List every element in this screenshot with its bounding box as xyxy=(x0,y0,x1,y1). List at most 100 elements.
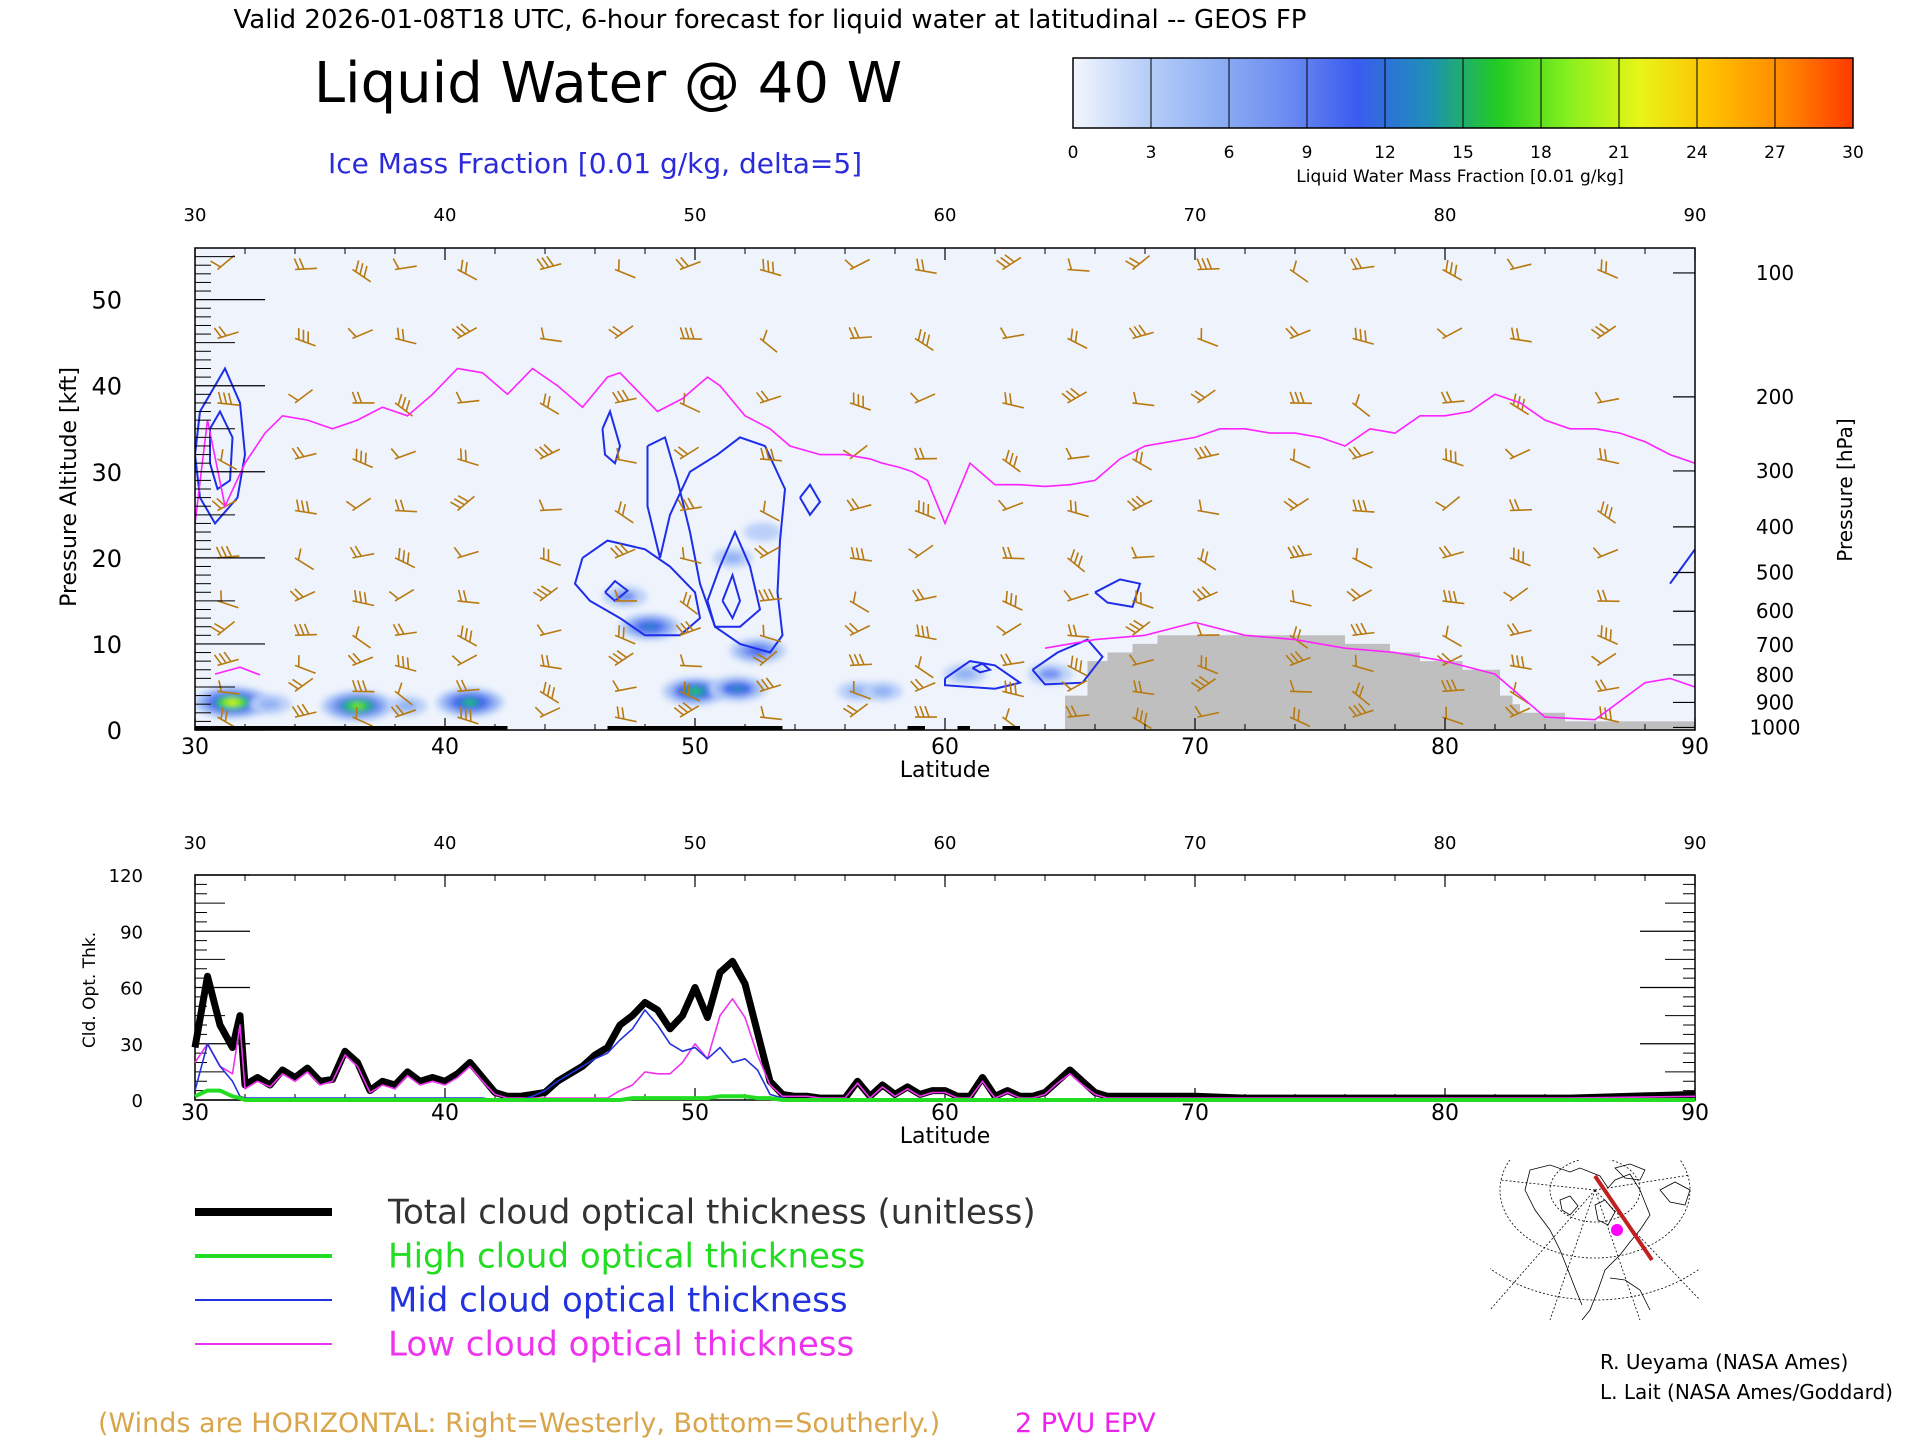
wind-barb xyxy=(1351,682,1371,706)
wind-barb xyxy=(842,703,869,718)
opt-x-tick-label: 50 xyxy=(681,1101,709,1126)
wind-barb xyxy=(1125,255,1151,271)
wind-barb xyxy=(1289,680,1313,693)
wind-barb xyxy=(1503,587,1529,602)
opt-x-tick-label: 40 xyxy=(431,1101,459,1126)
opt-x-tick-label: 90 xyxy=(1681,1101,1709,1126)
wind-barb xyxy=(1442,706,1464,726)
legend-label-mid: Mid cloud optical thickness xyxy=(388,1281,848,1321)
wind-barb xyxy=(1597,501,1616,524)
wind-barb xyxy=(675,256,701,271)
wind-barb xyxy=(394,682,413,706)
wind-barb xyxy=(288,677,314,692)
pressure-tick-label: 200 xyxy=(1756,385,1794,409)
wind-barb xyxy=(752,650,778,667)
wind-barb xyxy=(612,680,637,693)
wind-barb xyxy=(759,500,780,522)
wind-barb xyxy=(1287,544,1312,559)
colorbar-tick-label: 27 xyxy=(1764,143,1786,163)
wind-barb xyxy=(1061,679,1088,692)
opt-y-axis-label: Cld. Opt. Thk. xyxy=(80,932,100,1048)
wind-barb xyxy=(1126,495,1153,512)
wind-barb xyxy=(614,706,637,723)
wind-barb xyxy=(1352,654,1374,673)
valid-time-line: Valid 2026-01-08T18 UTC, 6-hour forecast… xyxy=(234,5,1307,35)
wind-barb xyxy=(1197,548,1217,571)
liquid-water-blob xyxy=(435,687,505,718)
wind-barb xyxy=(1352,393,1371,418)
wind-barb xyxy=(849,546,872,562)
wind-barb xyxy=(1194,445,1220,460)
wind-barb xyxy=(758,588,782,602)
wind-barb xyxy=(217,590,239,609)
colorbar-tick-label: 12 xyxy=(1374,143,1396,163)
opt-x-tick-label: 60 xyxy=(931,1101,959,1126)
wind-barb xyxy=(1442,448,1464,467)
wind-barb xyxy=(294,328,316,347)
x-top-tick-label: 50 xyxy=(684,205,707,226)
wind-barb xyxy=(914,328,934,352)
wind-barb xyxy=(352,260,372,283)
wind-barb xyxy=(1506,623,1532,637)
wind-barb xyxy=(1509,681,1529,704)
wind-barb xyxy=(910,678,936,693)
wind-barb xyxy=(1590,323,1617,340)
wind-barb xyxy=(1438,545,1464,559)
legend: Total cloud optical thickness (unitless)… xyxy=(195,1193,1036,1365)
opt-y-tick-label: 30 xyxy=(120,1035,143,1056)
wind-barb xyxy=(1352,548,1373,569)
wind-barb xyxy=(1591,652,1617,667)
wind-barb xyxy=(1504,448,1531,460)
wind-barb xyxy=(675,621,701,637)
series-low-line xyxy=(194,998,1696,1099)
wind-barb xyxy=(539,327,562,343)
x-tick-label: 50 xyxy=(681,735,709,760)
wind-barb xyxy=(999,327,1025,340)
wind-barb xyxy=(455,679,480,693)
pressure-tick-label: 1000 xyxy=(1750,715,1801,739)
liquid-water-blob xyxy=(602,585,648,608)
wind-barb xyxy=(213,651,239,667)
wind-barb xyxy=(759,624,782,643)
wind-barb xyxy=(756,677,782,693)
cross-section-panel: 0 10 20 30 40 50 100 200 300 400 500 600 700 800 90010… xyxy=(91,205,1800,760)
wind-barb xyxy=(293,257,318,271)
wind-barb xyxy=(614,259,636,279)
wind-barb xyxy=(1066,549,1086,573)
series-total-line xyxy=(191,957,1696,1102)
wind-barb xyxy=(759,447,782,462)
wind-barb xyxy=(347,327,374,340)
opt-x-top-tick-label: 40 xyxy=(434,833,457,854)
wind-barb xyxy=(392,258,417,271)
wind-barb xyxy=(294,548,315,571)
opt-x-tick-label: 70 xyxy=(1181,1101,1209,1126)
wind-barb xyxy=(849,392,872,411)
wind-barb xyxy=(1346,588,1372,602)
wind-barb xyxy=(534,444,561,460)
pressure-tick-label: 500 xyxy=(1756,560,1794,584)
epv-line xyxy=(1044,621,1695,721)
wind-barb xyxy=(455,391,480,404)
wind-barb xyxy=(608,650,634,667)
wind-barb xyxy=(1508,499,1533,512)
location-map-inset xyxy=(1490,1160,1700,1320)
wind-barb xyxy=(291,703,317,718)
ice-contour xyxy=(944,660,1023,690)
wind-barb xyxy=(289,588,316,602)
wind-barb xyxy=(1597,448,1620,465)
epv-line xyxy=(214,666,261,676)
legend-label-low: Low cloud optical thickness xyxy=(388,1325,854,1365)
x-tick-label: 30 xyxy=(181,735,209,760)
wind-barb xyxy=(679,654,703,668)
opt-y-tick-label: 60 xyxy=(120,979,143,1000)
wind-barb xyxy=(759,258,782,277)
wind-barb xyxy=(1063,589,1089,602)
wind-barb xyxy=(390,704,417,718)
wind-barb xyxy=(457,706,479,725)
wind-barb xyxy=(1196,624,1220,637)
wind-barb xyxy=(1352,327,1374,345)
pressure-tick-label: 100 xyxy=(1756,261,1794,285)
wind-barb xyxy=(1289,590,1312,607)
ice-contour xyxy=(646,435,787,654)
